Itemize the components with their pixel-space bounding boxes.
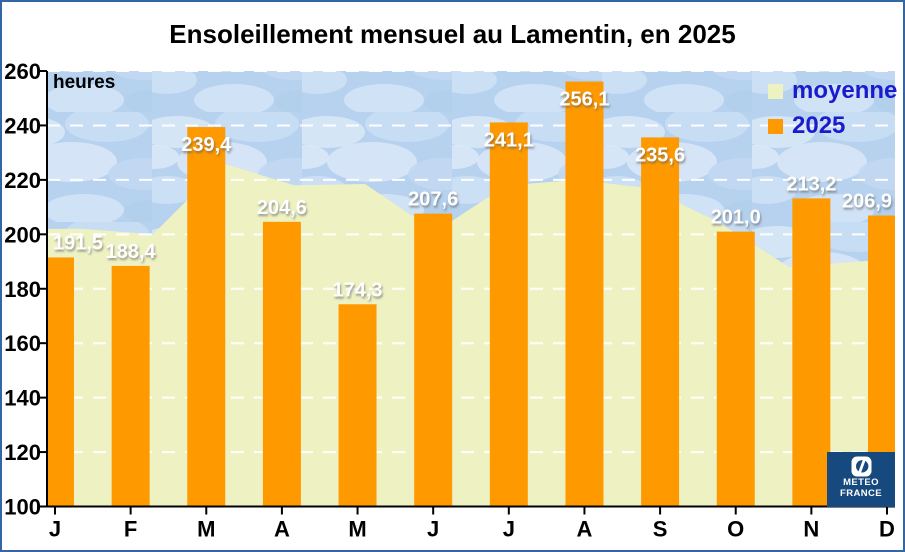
x-month-label-6: J [503,517,515,542]
x-month-label-7: A [577,517,593,542]
meteo-france-icon [851,456,871,477]
bar-value-label-9: 201,0 [711,207,761,229]
legend-item-moyenne: moyenne [768,79,897,103]
bar-value-label-8: 235,6 [635,144,685,166]
bar-N-10 [792,198,831,507]
bar-F-1 [111,265,150,507]
chart-title: Ensoleillement mensuel au Lamentin, en 2… [169,19,736,49]
y-tick-label-200: 200 [4,222,41,247]
bar-J-6 [489,122,528,507]
bar-S-8 [641,137,680,507]
legend-label-2025: 2025 [792,112,846,139]
bar-value-label-2: 239,4 [181,134,232,156]
legend-swatch-moyenne [768,83,783,99]
bar-value-label-6: 241,1 [484,129,534,151]
bar-M-4 [338,304,377,507]
y-tick-label-160: 160 [4,331,41,356]
y-axis-unit-label: heures [53,72,116,93]
legend: moyenne 2025 [768,79,897,138]
x-month-label-9: O [727,517,744,542]
bar-value-label-1: 188,4 [106,241,157,263]
y-tick-label-220: 220 [4,168,41,193]
x-month-label-10: N [803,517,819,542]
bar-value-label-0: 191,5 [53,232,103,254]
y-tick-label-100: 100 [4,495,41,520]
bar-O-9 [716,231,755,507]
x-month-label-3: A [274,517,290,542]
legend-item-2025: 2025 [768,114,897,138]
bar-M-2 [187,127,226,507]
y-tick-label-120: 120 [4,440,41,465]
logo-text-meteo: METEO [843,477,879,488]
x-month-label-0: J [49,517,61,542]
bar-A-3 [262,221,301,507]
bar-A-7 [565,81,604,507]
bar-value-label-4: 174,3 [333,279,383,301]
x-month-label-5: J [427,517,439,542]
legend-swatch-2025 [768,118,783,134]
bar-value-label-10: 213,2 [786,173,836,195]
y-tick-label-140: 140 [4,386,41,411]
meteo-france-logo: METEO FRANCE [827,452,895,507]
legend-label-moyenne: moyenne [792,77,898,104]
bar-J-0 [47,257,74,507]
x-month-label-8: S [653,517,668,542]
y-tick-label-180: 180 [4,277,41,302]
y-tick-label-240: 240 [4,113,41,138]
y-tick-label-260: 260 [4,59,41,84]
moyenne-area [47,163,895,507]
x-month-label-4: M [348,517,366,542]
x-month-label-1: F [124,517,137,542]
x-month-label-11: D [879,517,895,542]
bar-value-label-7: 256,1 [559,89,609,111]
x-month-label-2: M [197,517,215,542]
bar-J-5 [414,213,453,507]
logo-text-france: FRANCE [840,488,882,499]
bar-value-label-5: 207,6 [408,189,458,211]
bar-value-label-11: 206,9 [842,191,892,213]
bar-value-label-3: 204,6 [257,197,307,219]
